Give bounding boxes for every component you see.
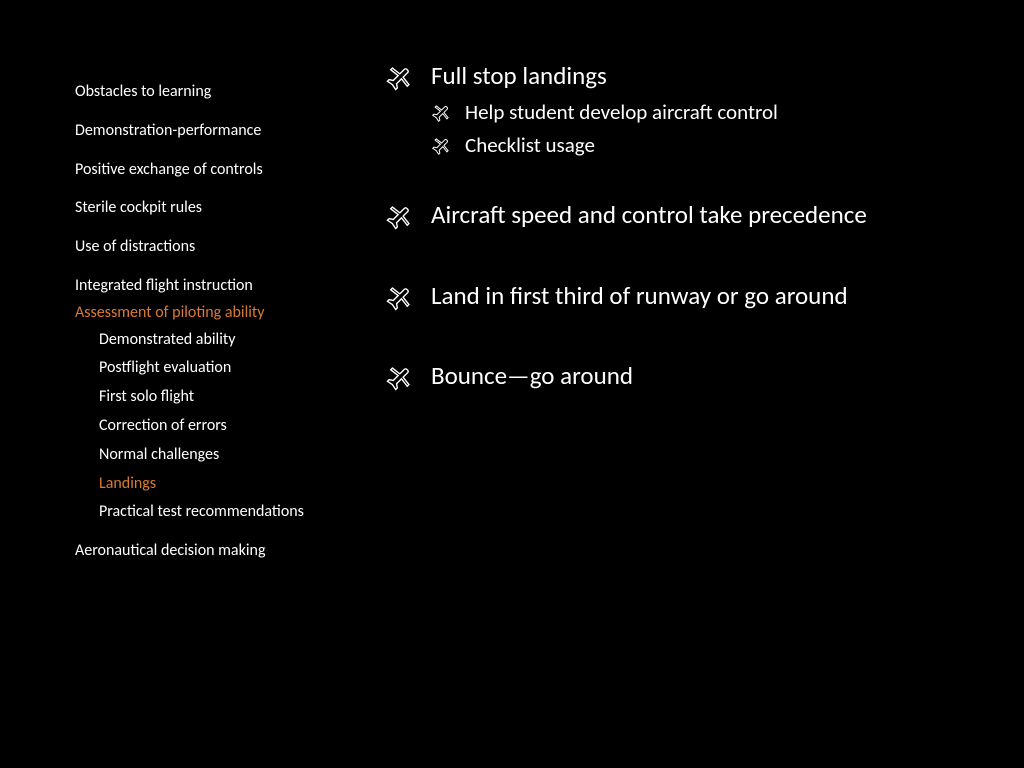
- bullet-text: Land in first third of runway or go arou…: [431, 280, 848, 313]
- airplane-icon: [385, 64, 413, 92]
- airplane-icon: [431, 103, 451, 123]
- bullet-item: Full stop landings: [385, 60, 994, 93]
- nav-item[interactable]: Integrated flight instruction: [75, 276, 375, 297]
- nav-sub-item[interactable]: Correction of errors: [99, 416, 375, 437]
- bullet-item: Land in first third of runway or go arou…: [385, 280, 994, 313]
- nav-item[interactable]: Sterile cockpit rules: [75, 198, 375, 219]
- nav-sub-item[interactable]: Normal challenges: [99, 445, 375, 466]
- nav-sub-item-active[interactable]: Landings: [99, 474, 375, 495]
- nav-sub-item[interactable]: Postflight evaluation: [99, 358, 375, 379]
- nav-item[interactable]: Obstacles to learning: [75, 82, 375, 103]
- nav-sub-group: Demonstrated ability Postflight evaluati…: [75, 330, 375, 524]
- sub-bullet-text: Help student develop aircraft control: [465, 99, 778, 126]
- nav-item-active[interactable]: Assessment of piloting ability: [75, 303, 375, 324]
- sub-bullet-group: Help student develop aircraft control Ch…: [431, 99, 994, 160]
- bullet-text: Aircraft speed and control take preceden…: [431, 199, 867, 232]
- airplane-icon: [385, 203, 413, 231]
- nav-item[interactable]: Use of distractions: [75, 237, 375, 258]
- sub-bullet-text: Checklist usage: [465, 132, 595, 159]
- sub-bullet-item: Checklist usage: [431, 132, 994, 159]
- sub-bullet-item: Help student develop aircraft control: [431, 99, 994, 126]
- content-area: Full stop landings Help student develop …: [375, 60, 994, 738]
- bullet-item: Aircraft speed and control take preceden…: [385, 199, 994, 232]
- slide: Obstacles to learning Demonstration-perf…: [0, 0, 1024, 768]
- airplane-icon: [431, 136, 451, 156]
- nav-sub-item[interactable]: Demonstrated ability: [99, 330, 375, 351]
- nav-item[interactable]: Aeronautical decision making: [75, 541, 375, 562]
- nav-sub-item[interactable]: Practical test recommendations: [99, 502, 375, 523]
- airplane-icon: [385, 364, 413, 392]
- airplane-icon: [385, 284, 413, 312]
- bullet-text: Full stop landings: [431, 60, 607, 93]
- bullet-text: Bounce—go around: [431, 360, 633, 393]
- nav-sub-item[interactable]: First solo flight: [99, 387, 375, 408]
- nav-item[interactable]: Positive exchange of controls: [75, 160, 375, 181]
- sidebar-nav: Obstacles to learning Demonstration-perf…: [75, 60, 375, 738]
- nav-item[interactable]: Demonstration-performance: [75, 121, 375, 142]
- bullet-item: Bounce—go around: [385, 360, 994, 393]
